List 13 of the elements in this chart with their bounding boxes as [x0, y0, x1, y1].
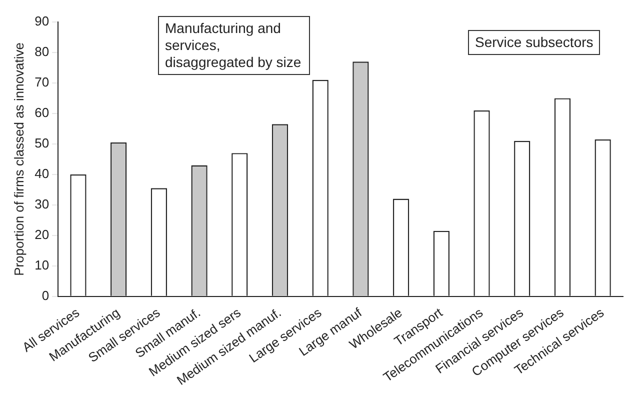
y-tick-label: 90 [34, 14, 50, 29]
y-tick-label: 10 [34, 257, 50, 272]
annotation: Manufacturing and services, disaggregated by size [158, 16, 310, 75]
y-tick-label: 50 [34, 136, 50, 151]
y-tick-label: 30 [34, 196, 50, 212]
y-axis-title: Proportion of firms classed as innovative [11, 42, 26, 276]
y-tick-label: 70 [34, 74, 50, 90]
annotation: Service subsectors [468, 30, 600, 55]
y-tick-label: 20 [34, 226, 50, 242]
y-tick-label: 60 [34, 105, 50, 120]
y-tick-label: 0 [42, 288, 50, 303]
y-tick-label: 80 [34, 44, 50, 60]
y-tick-label: 40 [34, 166, 50, 181]
